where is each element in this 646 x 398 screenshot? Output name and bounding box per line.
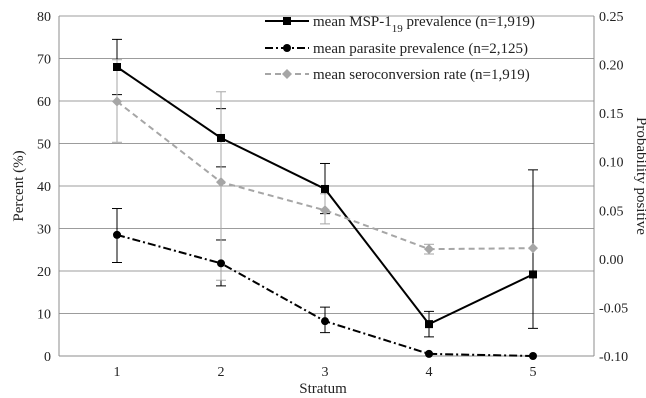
gridlines (59, 15, 594, 314)
y-axis-title: Percent (%) (11, 150, 27, 221)
y-tick-label: 20 (37, 265, 51, 280)
y-tick-label: 60 (37, 95, 51, 110)
series-1-point (321, 184, 329, 193)
legend-label-2: mean parasite prevalence (n=2,125) (313, 41, 528, 57)
y-tick-label: 40 (37, 180, 51, 195)
series-3-point (216, 177, 226, 188)
legend-label-rest: prevalence (n=1,919) (403, 14, 535, 30)
series-line-3 (116, 100, 534, 251)
legend-marker-2 (283, 44, 291, 52)
legend-marker-1 (283, 17, 291, 25)
x-tick-label: 4 (426, 365, 433, 380)
legend-subscript: 19 (392, 23, 404, 35)
y2-tick-label: 0.10 (599, 156, 624, 171)
y2-tick-label: -0.05 (599, 301, 628, 316)
y-tick-label: 50 (37, 138, 51, 153)
y-tick-label: 10 (37, 308, 51, 323)
y2-tick-label: 0.20 (599, 59, 624, 74)
right-axis-ticks: -0.10 -0.05 0.00 0.05 0.10 0.15 0.20 0.25 (599, 10, 628, 365)
y-tick-label: 80 (37, 10, 51, 25)
series-2-point (113, 230, 121, 239)
x-tick-label: 3 (322, 365, 329, 380)
y2-tick-label: 0.25 (599, 10, 624, 25)
y-tick-label: 70 (37, 53, 51, 68)
y-tick-label: 30 (37, 223, 51, 238)
series-2-point (217, 259, 225, 268)
y2-tick-label: 0.05 (599, 204, 624, 219)
x-tick-label: 5 (530, 365, 537, 380)
series-1-point (217, 133, 225, 142)
series-1-point (529, 270, 537, 279)
series-line-2 (116, 233, 534, 357)
y2-tick-label: 0.15 (599, 107, 624, 122)
legend-label-1: mean MSP-119 prevalence (n=1,919) (313, 14, 535, 35)
series-3-point (112, 96, 122, 107)
x-axis-title: Stratum (299, 381, 347, 397)
series-1-point (113, 63, 121, 71)
series-markers (112, 63, 538, 360)
y2-axis-title: Probability positive (633, 117, 646, 235)
series-3-point (528, 243, 538, 254)
series-2-point (321, 317, 329, 326)
series-3-point (424, 244, 434, 255)
x-tick-label: 2 (218, 365, 225, 380)
x-axis-ticks: 1 2 3 4 5 (114, 365, 537, 380)
series-1-point (425, 320, 433, 329)
y2-tick-label: 0.00 (599, 253, 624, 268)
y2-tick-label: -0.10 (599, 350, 628, 365)
series-2-point (529, 352, 537, 360)
series-2-point (425, 349, 433, 358)
legend: mean MSP-119 prevalence (n=1,919) mean pa… (265, 14, 535, 83)
left-axis-ticks: 0 10 20 30 40 50 60 70 80 (37, 10, 51, 365)
legend-label-3: mean seroconversion rate (n=1,919) (313, 67, 530, 83)
x-tick-label: 1 (114, 365, 121, 380)
legend-marker-3 (282, 69, 292, 79)
y-tick-label: 0 (44, 350, 51, 365)
series-3-point (320, 205, 330, 216)
